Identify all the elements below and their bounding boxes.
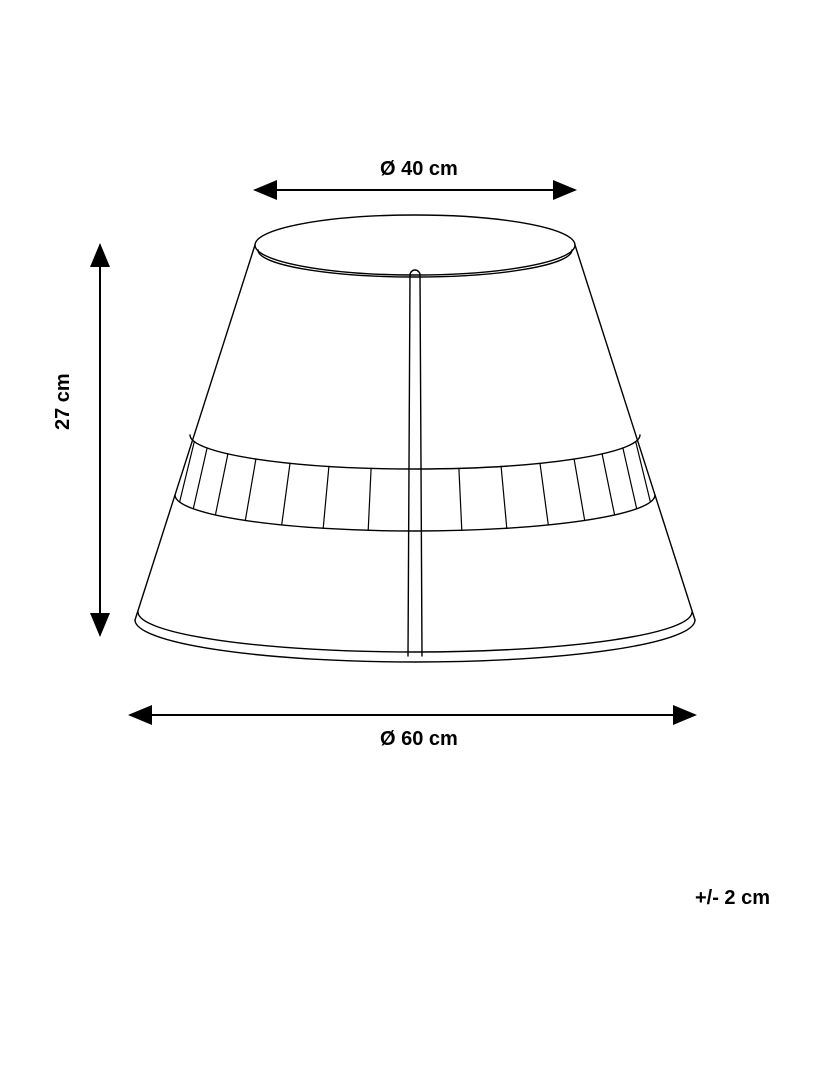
band-segment [193,448,207,509]
band-segment [623,448,637,509]
label-tolerance: +/- 2 cm [695,887,770,910]
band-segment [501,466,507,528]
band-segment [459,468,462,530]
diagram-container: Ø 40 cm 27 cm Ø 60 cm +/- 2 cm [0,0,830,1080]
label-bottom-diameter: Ø 60 cm [380,728,458,751]
band-segment [368,468,371,530]
band-segment [540,463,548,525]
band-segment [282,463,290,525]
band-segment [602,454,615,515]
band-segment [574,459,585,521]
band-segment [245,459,256,521]
cone-drawing [135,215,695,662]
label-top-diameter: Ø 40 cm [380,158,458,181]
label-height: 27 cm [52,373,75,430]
band-segment [323,466,329,528]
band-segment [215,454,228,515]
